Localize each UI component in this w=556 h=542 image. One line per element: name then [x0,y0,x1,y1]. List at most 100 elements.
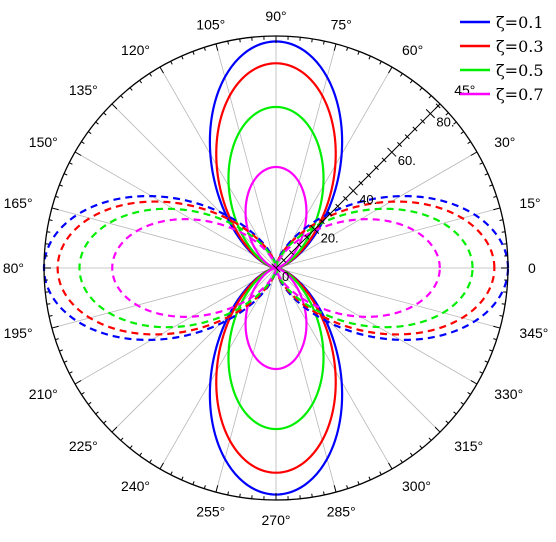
angular-tick [129,87,133,91]
grid-spoke [111,267,277,433]
legend-label: ζ=0.3 [496,37,544,56]
angular-tick [149,459,152,463]
angular-tick-label: 195° [4,325,33,341]
angular-tick-label: 270° [262,512,291,528]
angular-tick [95,411,99,415]
radial-tick [412,126,418,132]
radial-tick [288,250,294,256]
grid-spoke [159,66,277,269]
radial-tick [425,109,435,119]
angular-tick [409,80,413,84]
angular-tick [493,325,501,329]
radial-tick [404,134,410,140]
angular-tick [181,476,184,481]
radial-tick [310,224,320,234]
radial-tick [327,211,333,217]
angular-tick [103,420,107,424]
grid-spoke [159,267,277,470]
angular-tick [493,338,497,341]
radial-tick [304,234,310,240]
grid-spoke [215,43,277,269]
angular-tick [95,121,99,125]
grid-spoke [275,267,441,433]
radial-tick [281,257,287,263]
angular-tick [368,476,371,481]
angular-tick [484,360,489,363]
radial-axis-line [275,103,441,269]
angular-tick [159,66,164,74]
angular-tick [400,459,403,463]
grid-spoke [111,103,277,269]
grid-spoke [275,207,501,269]
angular-tick-label: 120° [121,42,150,58]
angular-tick [470,151,478,156]
angular-tick [139,452,143,456]
angular-tick [46,303,51,305]
angular-tick [69,371,73,374]
angular-tick [333,485,337,493]
angular-tick [69,162,73,165]
angular-tick [192,51,195,55]
legend-label: ζ=0.1 [496,13,544,32]
angular-tick [55,338,59,341]
angular-tick [63,173,68,176]
angular-tick [55,195,59,198]
angular-tick-label: 135° [69,82,98,98]
angular-tick [323,491,325,496]
angular-tick [51,207,59,211]
angular-tick [215,43,219,51]
angular-tick-label: 15° [519,195,540,211]
radial-tick [343,196,348,201]
angular-tick [103,112,107,116]
angular-tick-label: 45° [454,82,475,98]
angular-tick [489,349,493,352]
angular-tick-label: 345° [519,325,548,341]
angular-tick-label: 255° [196,503,225,519]
angular-tick [357,51,360,55]
angular-tick [493,195,497,198]
angular-tick [368,55,371,60]
legend: ζ=0.1 ζ=0.3 ζ=0.5 ζ=0.7 [460,13,544,104]
radial-tick-label: 0 [282,269,289,284]
angular-tick [428,95,432,99]
angular-tick [346,485,349,489]
angular-tick-label: 315° [454,438,483,454]
radial-tick [335,203,341,209]
series-line-dashed [56,200,496,336]
radial-tick [397,142,402,147]
angular-tick [484,173,489,176]
radial-tick-label: 60. [398,153,416,168]
radial-tick [435,103,441,109]
angular-tick [129,445,133,449]
angular-tick [203,485,206,489]
radial-tick-label: 80. [436,115,454,130]
label-layer: 0 20. 40. 60. 80. 0 15° 30° 45° 60° 75° 90° 105° 120°… [3,8,549,528]
angular-tick [111,426,118,433]
angular-tick [227,40,229,45]
angular-tick [48,219,53,221]
angular-tick-label: 210° [29,386,58,402]
angular-tick [493,207,501,211]
angular-tick [388,462,393,470]
angular-tick [59,184,63,187]
angular-tick [467,392,471,395]
axis-layer [43,35,509,501]
angular-tick [51,325,59,329]
radial-tick [348,186,358,196]
angular-tick-label: 150° [29,134,58,150]
angular-tick [120,437,124,441]
angular-tick-label: 105° [196,17,225,33]
radial-tick [381,157,387,163]
angular-tick [409,452,413,456]
angular-tick [479,162,483,165]
angular-tick [81,141,85,144]
grid-spoke [215,267,277,493]
grid-spoke [275,43,337,269]
angular-tick [81,392,85,395]
angular-tick-label: 330° [494,386,523,402]
angular-tick [419,87,423,91]
angular-tick [149,73,152,77]
grid-spoke [74,151,277,269]
angular-tick [74,380,82,385]
angular-tick-label: 30° [494,134,515,150]
